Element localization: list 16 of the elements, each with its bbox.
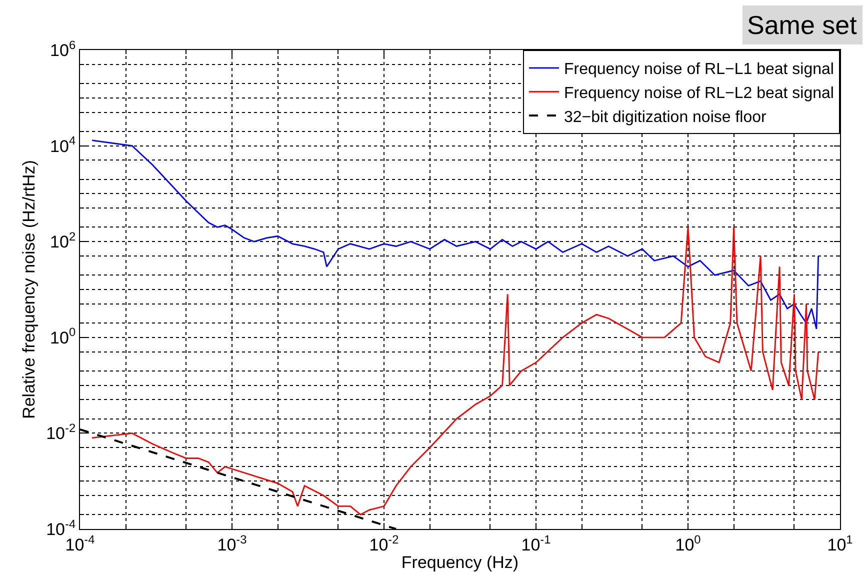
y-axis-title: Relative frequency noise (Hz/rtHz) — [20, 160, 39, 419]
y-tick-label: 10$^{4}$ — [50, 134, 76, 156]
x-tick-label: 10$^{-1}$ — [521, 532, 552, 554]
y-tick-label: 10$^{-2}$ — [46, 421, 76, 444]
legend-label: Frequency noise of RL−L2 beat signal — [564, 84, 834, 102]
legend-label: Frequency noise of RL−L1 beat signal — [564, 61, 834, 78]
legend-label: 32−bit digitization noise floor — [564, 108, 768, 126]
x-tick-label: 10$^{0}$ — [675, 532, 702, 554]
x-tick-label: 10$^{-3}$ — [217, 532, 248, 554]
x-axis-title: Frequency (Hz) — [401, 552, 519, 572]
x-tick-label: 10$^{-2}$ — [369, 532, 400, 554]
y-tick-label: 10$^{2}$ — [50, 229, 76, 252]
x-tick-label: 10$^{1}$ — [827, 532, 854, 554]
y-tick-label: 10$^{6}$ — [50, 38, 76, 60]
y-tick-label: 10$^{0}$ — [50, 325, 76, 348]
text: Same set — [747, 10, 858, 40]
